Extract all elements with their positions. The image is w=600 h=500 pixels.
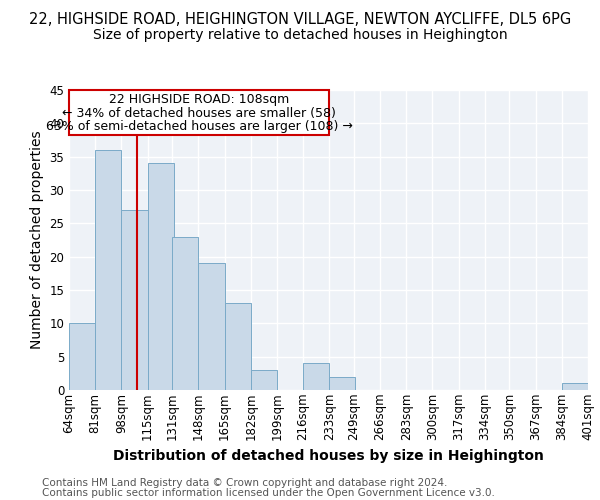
Text: Contains public sector information licensed under the Open Government Licence v3: Contains public sector information licen… xyxy=(42,488,495,498)
Bar xyxy=(172,236,199,390)
Text: Contains HM Land Registry data © Crown copyright and database right 2024.: Contains HM Land Registry data © Crown c… xyxy=(42,478,448,488)
Bar xyxy=(303,364,329,390)
Bar xyxy=(329,376,355,390)
Bar xyxy=(562,384,588,390)
Bar xyxy=(69,324,95,390)
X-axis label: Distribution of detached houses by size in Heighington: Distribution of detached houses by size … xyxy=(113,448,544,462)
Text: 22 HIGHSIDE ROAD: 108sqm: 22 HIGHSIDE ROAD: 108sqm xyxy=(109,94,289,106)
Text: 63% of semi-detached houses are larger (108) →: 63% of semi-detached houses are larger (… xyxy=(46,120,353,133)
Text: 22, HIGHSIDE ROAD, HEIGHINGTON VILLAGE, NEWTON AYCLIFFE, DL5 6PG: 22, HIGHSIDE ROAD, HEIGHINGTON VILLAGE, … xyxy=(29,12,571,28)
Bar xyxy=(121,210,148,390)
Bar xyxy=(251,370,277,390)
Bar xyxy=(148,164,174,390)
Bar xyxy=(199,264,224,390)
FancyBboxPatch shape xyxy=(69,90,329,136)
Bar xyxy=(224,304,251,390)
Bar xyxy=(95,150,121,390)
Y-axis label: Number of detached properties: Number of detached properties xyxy=(30,130,44,350)
Text: Size of property relative to detached houses in Heighington: Size of property relative to detached ho… xyxy=(92,28,508,42)
Text: ← 34% of detached houses are smaller (58): ← 34% of detached houses are smaller (58… xyxy=(62,107,336,120)
